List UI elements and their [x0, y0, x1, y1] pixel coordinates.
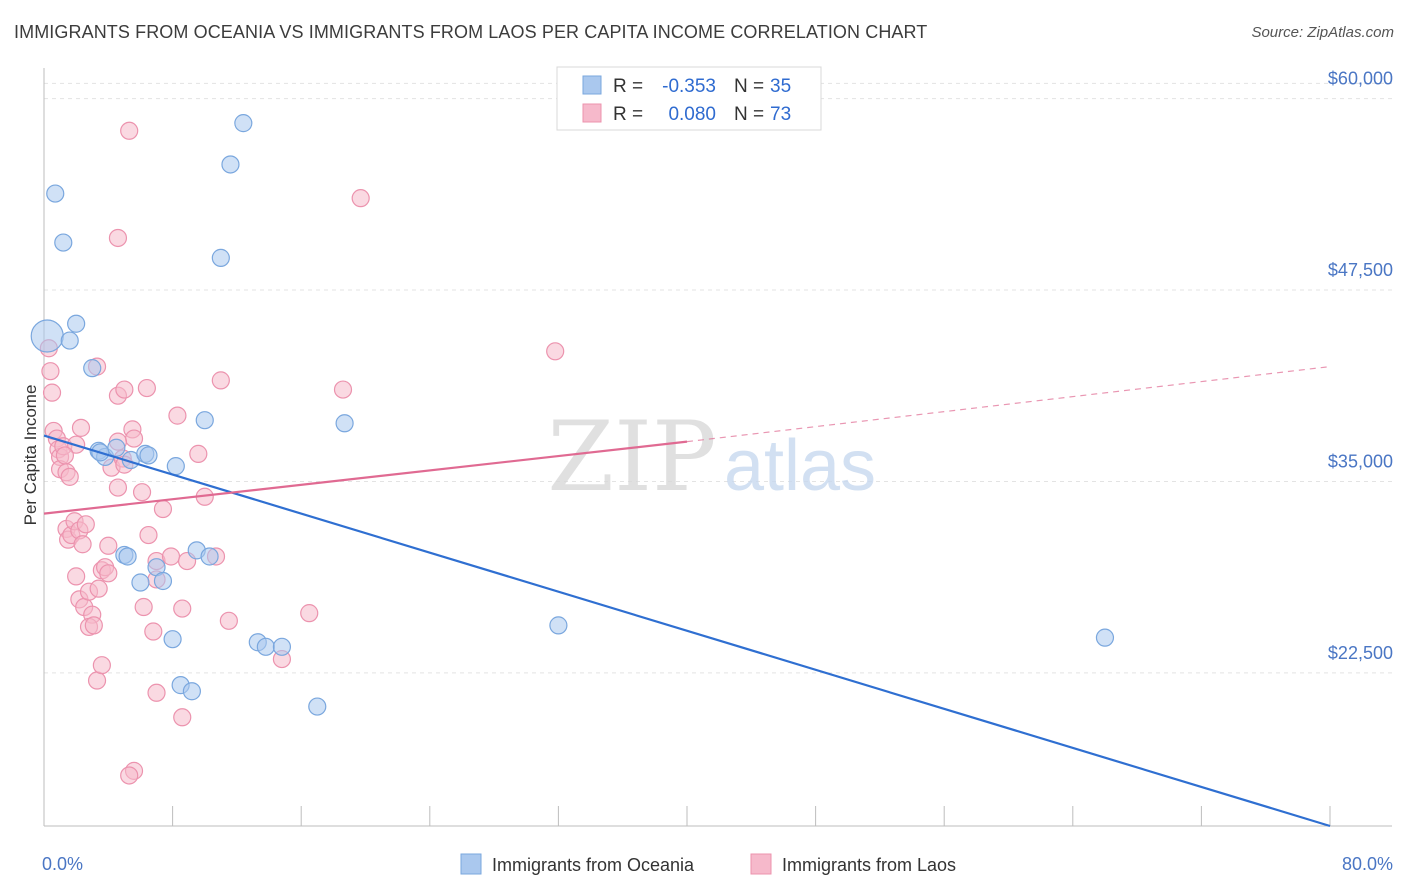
- oceania-point: [308, 697, 327, 716]
- laos-point: [173, 708, 192, 727]
- laos-point: [333, 380, 353, 399]
- laos-point: [41, 362, 60, 381]
- watermark: ZIP atlas: [547, 401, 876, 513]
- oceania-trend-line: [43, 434, 1331, 828]
- chart-source: Source: ZipAtlas.com: [1251, 24, 1394, 41]
- oceania-point: [83, 359, 102, 378]
- laos-point: [120, 766, 139, 785]
- laos-point: [134, 597, 153, 617]
- data-points: [30, 114, 1115, 785]
- oceania-point: [60, 331, 79, 350]
- laos-point: [144, 622, 163, 641]
- stats-r-label-oceania: R =: [613, 76, 643, 97]
- laos-point: [161, 547, 181, 566]
- laos-point: [60, 467, 79, 486]
- stats-r-label-laos: R =: [613, 104, 643, 125]
- grid-lines: [44, 82, 1392, 674]
- oceania-point: [211, 248, 230, 267]
- oceania-point: [272, 637, 292, 656]
- trend-lines: [43, 366, 1331, 828]
- chart-title: IMMIGRANTS FROM OCEANIA VS IMMIGRANTS FR…: [14, 22, 928, 42]
- legend-label-laos: Immigrants from Laos: [782, 855, 956, 875]
- laos-trend-line: [43, 440, 688, 515]
- stats-swatch-laos: [582, 103, 602, 123]
- laos-point: [300, 604, 319, 623]
- oceania-point: [67, 314, 86, 333]
- laos-point: [211, 371, 230, 390]
- laos-point: [120, 121, 139, 140]
- oceania-point: [234, 114, 253, 133]
- oceania-point: [200, 547, 219, 566]
- legend-swatch-laos: [750, 853, 772, 875]
- laos-point: [73, 535, 92, 554]
- oceania-point: [131, 573, 150, 592]
- oceania-point: [549, 616, 568, 635]
- stats-legend: R = -0.353 N = 35 R = 0.080 N = 73: [556, 66, 822, 131]
- laos-point: [89, 579, 108, 598]
- oceania-point: [153, 571, 173, 591]
- oceania-point: [118, 547, 137, 566]
- laos-point: [71, 418, 91, 437]
- oceania-point: [335, 414, 354, 433]
- laos-point: [87, 671, 107, 690]
- watermark-zip: ZIP: [547, 401, 716, 513]
- stats-r-value-oceania: -0.353: [662, 76, 716, 97]
- oceania-point: [182, 682, 201, 701]
- series-legend: Immigrants from Oceania Immigrants from …: [460, 853, 956, 875]
- oceania-point: [256, 637, 275, 656]
- laos-point: [92, 656, 111, 675]
- legend-label-oceania: Immigrants from Oceania: [492, 855, 695, 875]
- oceania-point: [54, 233, 73, 252]
- oceania-point: [46, 184, 65, 203]
- laos-point: [351, 189, 370, 208]
- x-tick-label: 0.0%: [42, 854, 83, 874]
- y-tick-label: $60,000: [1328, 69, 1393, 89]
- stats-n-value-oceania: 35: [770, 76, 791, 97]
- laos-point: [137, 378, 156, 398]
- laos-point: [219, 611, 238, 630]
- legend-swatch-oceania: [460, 853, 482, 875]
- oceania-point: [139, 446, 158, 465]
- oceania-point: [166, 457, 185, 476]
- y-axis-label: Per Capita Income: [21, 385, 40, 526]
- laos-point: [42, 383, 62, 402]
- laos-point: [76, 515, 95, 534]
- stats-r-value-laos: 0.080: [668, 104, 716, 125]
- axes: $22,500 $35,000 $47,500 $60,000 0.0% 80.0%: [42, 68, 1393, 874]
- laos-point: [546, 342, 565, 361]
- laos-point: [139, 525, 158, 545]
- oceania-point: [221, 155, 240, 174]
- stats-n-value-laos: 73: [770, 104, 791, 125]
- laos-trend-line-extension: [686, 366, 1331, 443]
- laos-point: [99, 564, 118, 583]
- laos-point: [147, 683, 166, 702]
- laos-point: [84, 616, 103, 635]
- oceania-point: [1095, 628, 1115, 647]
- laos-point: [99, 536, 118, 555]
- y-tick-label: $35,000: [1328, 451, 1393, 471]
- laos-point: [67, 567, 86, 586]
- y-tick-label: $47,500: [1328, 260, 1393, 280]
- laos-point: [108, 478, 128, 497]
- stats-n-label-laos: N =: [734, 104, 764, 125]
- laos-point: [108, 228, 128, 248]
- oceania-point: [195, 411, 214, 430]
- laos-point: [153, 499, 173, 519]
- x-tick-label: 80.0%: [1342, 854, 1393, 874]
- oceania-point: [107, 438, 126, 457]
- y-tick-label: $22,500: [1328, 643, 1393, 663]
- laos-point: [168, 406, 187, 425]
- stats-swatch-oceania: [582, 75, 602, 95]
- laos-point: [55, 446, 74, 465]
- oceania-point: [30, 319, 64, 353]
- laos-point: [173, 599, 192, 618]
- laos-point: [115, 380, 134, 399]
- laos-point: [189, 444, 208, 463]
- oceania-point: [163, 630, 182, 649]
- laos-point: [132, 483, 152, 502]
- watermark-atlas: atlas: [724, 426, 876, 506]
- stats-n-label-oceania: N =: [734, 76, 764, 97]
- laos-point: [124, 429, 144, 448]
